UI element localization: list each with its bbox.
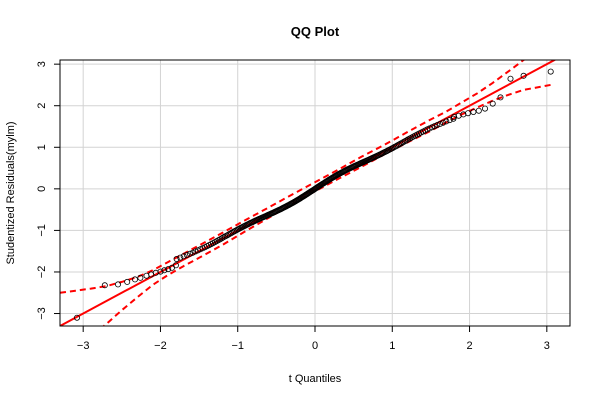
- data-point: [137, 274, 144, 281]
- x-tick-label: 1: [389, 340, 395, 352]
- data-point: [481, 105, 488, 112]
- data-point: [446, 117, 453, 124]
- data-point: [475, 107, 482, 114]
- data-point: [398, 139, 405, 146]
- data-point: [497, 94, 504, 101]
- data-point: [101, 282, 108, 289]
- data-point: [180, 253, 187, 260]
- x-tick-label: 2: [466, 340, 472, 352]
- x-tick-label: −1: [231, 340, 244, 352]
- data-point: [189, 249, 196, 256]
- data-point: [165, 266, 172, 273]
- data-point: [547, 68, 554, 75]
- data-point: [157, 268, 164, 275]
- x-tick-label: −3: [77, 340, 90, 352]
- data-point: [186, 250, 193, 257]
- chart-title: QQ Plot: [291, 24, 340, 39]
- envelope-upper: [60, 60, 526, 294]
- data-point: [440, 119, 447, 126]
- data-point: [177, 254, 184, 261]
- points-group: [74, 68, 554, 321]
- data-point: [464, 110, 471, 117]
- data-point: [183, 251, 190, 258]
- x-axis: −3 −2 −1 0 1 2 3: [77, 326, 550, 352]
- y-axis-label: Studentized Residuals(mylm): [5, 121, 17, 264]
- data-point: [434, 122, 441, 129]
- y-axis: −3 −2 −1 0 1 2 3: [36, 61, 60, 320]
- y-tick-label: −1: [36, 224, 48, 237]
- data-point: [115, 281, 122, 288]
- x-axis-label: t Quantiles: [289, 373, 342, 385]
- data-point: [520, 72, 527, 79]
- x-tick-label: 3: [544, 340, 550, 352]
- data-point: [131, 276, 138, 283]
- data-point: [507, 75, 514, 82]
- data-point: [443, 118, 450, 125]
- y-tick-label: −3: [36, 307, 48, 320]
- data-point: [470, 109, 477, 116]
- data-point: [403, 137, 410, 144]
- y-tick-label: 0: [36, 186, 48, 192]
- x-tick-label: −2: [154, 340, 167, 352]
- data-point: [489, 100, 496, 107]
- data-point: [173, 255, 180, 262]
- data-point: [172, 262, 179, 269]
- data-point: [223, 232, 230, 239]
- data-point: [431, 123, 438, 130]
- x-tick-label: 0: [312, 340, 318, 352]
- y-tick-label: 1: [36, 144, 48, 150]
- y-tick-label: −2: [36, 266, 48, 279]
- data-point: [124, 278, 131, 285]
- y-tick-label: 3: [36, 61, 48, 67]
- y-tick-label: 2: [36, 103, 48, 109]
- data-point: [437, 120, 444, 127]
- data-point: [161, 267, 168, 274]
- data-point: [74, 314, 81, 321]
